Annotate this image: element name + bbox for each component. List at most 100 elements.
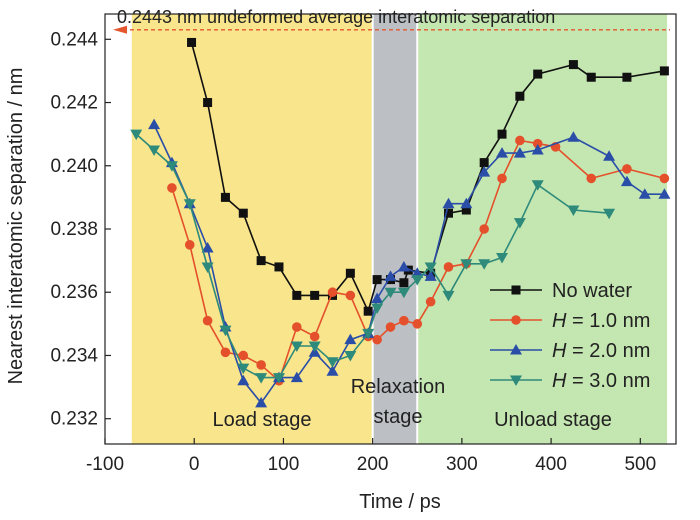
y-tick-label-2: 0.236 <box>50 282 98 303</box>
series-3-point-11 <box>326 357 339 368</box>
series-2-point-15 <box>397 260 410 272</box>
x-tick-label-3: 200 <box>357 454 389 475</box>
reference-line-group: 0.2443 nm undeformed average interatomic… <box>113 7 670 34</box>
series-1-point-21 <box>515 135 525 146</box>
y-tick-label-6: 0.244 <box>50 29 98 50</box>
series-0-point-5 <box>274 262 284 272</box>
series-1-point-14 <box>399 315 409 326</box>
series-3-point-7 <box>255 373 268 384</box>
reference-line-label: 0.2443 nm undeformed average interatomic… <box>117 7 555 27</box>
series-0-point-3 <box>238 208 248 218</box>
series-1-point-15 <box>412 319 423 329</box>
series-0-point-20 <box>515 91 525 101</box>
series-0-point-24 <box>622 72 632 82</box>
series-0-point-6 <box>292 290 302 300</box>
series-3-point-1 <box>148 145 161 156</box>
series-0-point-25 <box>659 66 669 76</box>
series-0-point-18 <box>479 158 489 168</box>
series-3-point-8 <box>272 373 285 384</box>
series-1-point-19 <box>479 224 489 234</box>
series-2-point-19 <box>460 197 473 209</box>
series-2-point-17 <box>424 270 437 281</box>
stage-band-1 <box>372 14 418 444</box>
series-3-point-9 <box>290 341 303 352</box>
series-3-point-25 <box>567 205 580 217</box>
stage-label-0-0: Load stage <box>213 409 312 431</box>
series-2-point-23 <box>531 143 544 155</box>
series-0 <box>187 37 669 316</box>
y-tick-label-3: 0.238 <box>50 219 98 240</box>
y-tick-label-1: 0.234 <box>50 345 98 366</box>
x-tick-label-5: 400 <box>535 454 567 475</box>
series-0-point-16 <box>443 208 453 218</box>
series-3-point-16 <box>397 287 410 299</box>
series-1-point-10 <box>345 290 356 301</box>
series-3-point-12 <box>344 350 357 362</box>
series-3-point-26 <box>603 208 616 220</box>
series-1-point-4 <box>238 350 249 361</box>
series-3-point-6 <box>237 363 250 375</box>
legend-label-3: H = 3.0 nm <box>552 370 650 392</box>
series-0-point-9 <box>345 268 355 278</box>
series-2-point-28 <box>658 188 671 199</box>
series-1-point-17 <box>443 262 454 272</box>
series-1-point-9 <box>327 287 338 298</box>
stage-label-1-0: Relaxation <box>351 376 446 398</box>
series-3-point-0 <box>130 129 143 141</box>
series-2-point-27 <box>638 188 651 199</box>
legend-label-0: No water <box>552 280 632 302</box>
series-1-point-20 <box>497 173 507 184</box>
series-1-point-13 <box>385 322 396 332</box>
series-0-point-17 <box>461 205 471 215</box>
legend-marker-3 <box>510 375 522 386</box>
series-0-point-19 <box>497 129 507 139</box>
series-1-point-25 <box>622 164 632 174</box>
series-1-point-2 <box>202 315 213 326</box>
reference-arrow <box>113 25 127 34</box>
series-3-point-19 <box>442 290 455 302</box>
series-3-point-15 <box>384 287 397 299</box>
series-0-point-7 <box>310 290 320 300</box>
series-3-point-10 <box>308 341 321 352</box>
series-0-point-13 <box>399 278 409 288</box>
series-3-point-5 <box>219 325 232 337</box>
series-1-point-1 <box>184 240 195 250</box>
series-1-point-3 <box>220 347 231 358</box>
legend-item-1: H = 1.0 nm <box>490 310 650 332</box>
legend-marker-2 <box>510 344 522 355</box>
series-3-point-18 <box>424 262 437 273</box>
x-tick-label-4: 300 <box>446 454 478 475</box>
series-1-point-0 <box>167 183 177 193</box>
series-2-point-26 <box>620 175 633 187</box>
legend-item-3: H = 3.0 nm <box>490 370 650 392</box>
series-0-point-22 <box>568 60 578 70</box>
y-tick-label-0: 0.232 <box>50 409 98 430</box>
series-2-point-21 <box>496 147 509 158</box>
series-3-point-4 <box>201 262 214 273</box>
series-1-point-7 <box>292 322 302 332</box>
series-1-point-26 <box>659 173 670 184</box>
series-2-point-6 <box>255 396 268 408</box>
legend-item-2: H = 2.0 nm <box>490 340 650 362</box>
series-3 <box>130 129 616 384</box>
series-3-point-17 <box>411 275 424 286</box>
series-1-point-12 <box>372 334 382 345</box>
series-2-point-13 <box>371 292 384 304</box>
stage-band-0 <box>131 14 373 444</box>
series-1-point-22 <box>532 138 543 149</box>
stage-label-1-1: stage <box>374 406 423 428</box>
legend-label-1: H = 1.0 nm <box>552 310 650 332</box>
series-1-point-5 <box>256 360 266 370</box>
x-axis-title: Time / ps <box>359 491 441 513</box>
series-0-point-0 <box>187 37 197 47</box>
stage-labels: Load stage Relaxation stage Unload stage <box>213 376 612 431</box>
x-tick-label-6: 500 <box>624 454 656 475</box>
stage-band-2 <box>417 14 668 444</box>
series-1-point-16 <box>425 296 436 307</box>
stage-label-2-0: Unload stage <box>494 409 612 431</box>
series-3-point-14 <box>371 303 384 315</box>
series-2-point-18 <box>442 197 455 209</box>
legend-marker-0 <box>511 285 521 295</box>
series-3-point-23 <box>513 218 526 229</box>
